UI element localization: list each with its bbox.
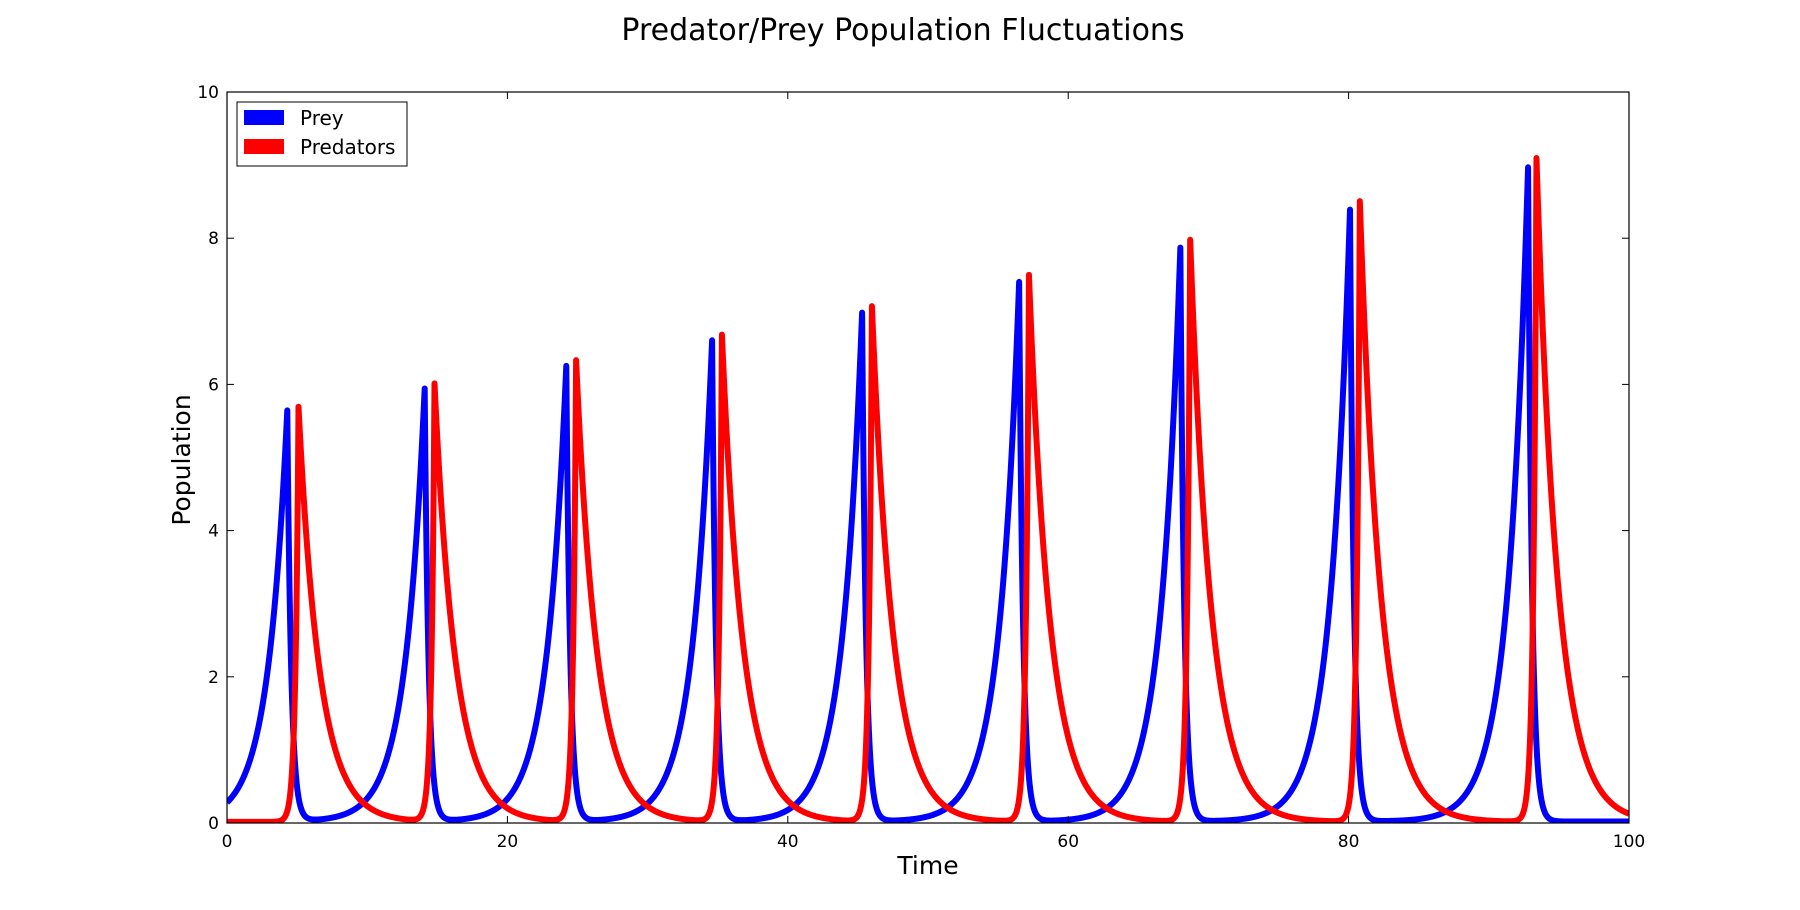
x-tick-label: 80 — [1338, 832, 1360, 852]
plot-area: 0 20 40 60 80 100 0 2 4 6 8 10 — [197, 83, 1645, 852]
chart-title: Predator/Prey Population Fluctuations — [621, 13, 1184, 48]
y-tick-label: 6 — [208, 375, 219, 395]
y-tick-label: 8 — [208, 229, 219, 249]
y-tick-label: 4 — [208, 522, 219, 542]
legend-swatch-prey — [244, 110, 284, 125]
y-tick-label: 0 — [208, 814, 219, 834]
x-tick-label: 20 — [497, 832, 519, 852]
x-axis-label: Time — [896, 851, 958, 880]
plot-frame — [226, 91, 1630, 824]
y-tick-label: 10 — [197, 83, 219, 103]
y-tick-label: 2 — [208, 668, 219, 688]
x-tick-label: 100 — [1613, 832, 1645, 852]
legend-swatch-predators — [244, 139, 284, 154]
legend: Prey Predators — [236, 101, 408, 167]
x-tick-label: 0 — [222, 832, 233, 852]
series-line-predators — [227, 155, 1629, 823]
series-line-prey — [227, 164, 1629, 823]
legend-label-predators: Predators — [300, 135, 395, 159]
y-axis-label: Population — [167, 394, 196, 525]
x-tick-label: 40 — [777, 832, 799, 852]
legend-label-prey: Prey — [300, 106, 344, 130]
x-tick-label: 60 — [1057, 832, 1079, 852]
